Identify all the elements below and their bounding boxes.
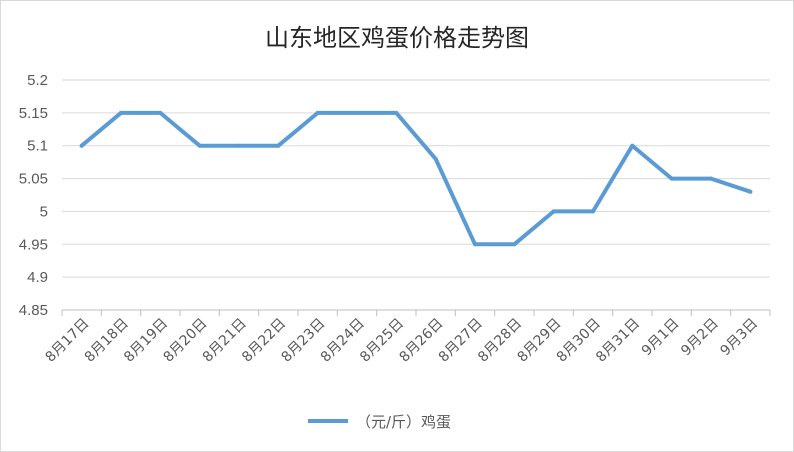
data-point bbox=[197, 143, 202, 148]
y-tick-label: 5 bbox=[40, 203, 48, 220]
x-axis bbox=[61, 310, 771, 316]
data-point bbox=[433, 156, 438, 161]
y-tick-label: 4.9 bbox=[27, 269, 48, 286]
data-point bbox=[473, 242, 477, 247]
gridlines bbox=[62, 79, 770, 311]
data-point bbox=[512, 242, 517, 247]
data-point bbox=[79, 143, 84, 148]
data-point bbox=[591, 209, 595, 214]
data-point bbox=[276, 143, 281, 148]
y-tick-label: 4.85 bbox=[19, 302, 48, 319]
legend-label: （元/斤）鸡蛋 bbox=[356, 413, 451, 431]
legend: （元/斤）鸡蛋 bbox=[308, 413, 451, 431]
x-tick-label: 9月1日 bbox=[639, 316, 683, 360]
data-point bbox=[748, 189, 753, 194]
data-point bbox=[394, 110, 399, 115]
data-point bbox=[669, 176, 674, 181]
x-axis-tick-labels: 8月17日8月18日8月19日8月20日8月21日8月22日8月23日8月24日… bbox=[42, 316, 761, 366]
data-point bbox=[630, 143, 635, 148]
y-axis-tick-labels: 4.85 4.9 4.95 5 5.05 5.1 5.15 5.2 bbox=[19, 72, 48, 319]
data-point bbox=[237, 143, 241, 148]
y-tick-label: 5.05 bbox=[19, 171, 48, 188]
series-group bbox=[79, 110, 753, 247]
y-tick-label: 5.15 bbox=[19, 105, 48, 122]
data-point bbox=[315, 110, 320, 115]
data-point bbox=[709, 176, 713, 181]
data-point bbox=[551, 209, 556, 214]
x-tick-label: 9月3日 bbox=[717, 316, 761, 360]
y-tick-label: 4.95 bbox=[19, 236, 48, 253]
chart-title: 山东地区鸡蛋价格走势图 bbox=[265, 24, 529, 52]
x-tick-label: 8月31日 bbox=[593, 316, 643, 366]
x-tick-label: 9月2日 bbox=[678, 316, 722, 360]
data-point bbox=[158, 110, 163, 115]
y-tick-label: 5.1 bbox=[27, 138, 48, 155]
data-point bbox=[119, 110, 123, 115]
data-point bbox=[355, 110, 359, 115]
y-tick-label: 5.2 bbox=[27, 72, 48, 89]
series-line bbox=[79, 110, 753, 247]
